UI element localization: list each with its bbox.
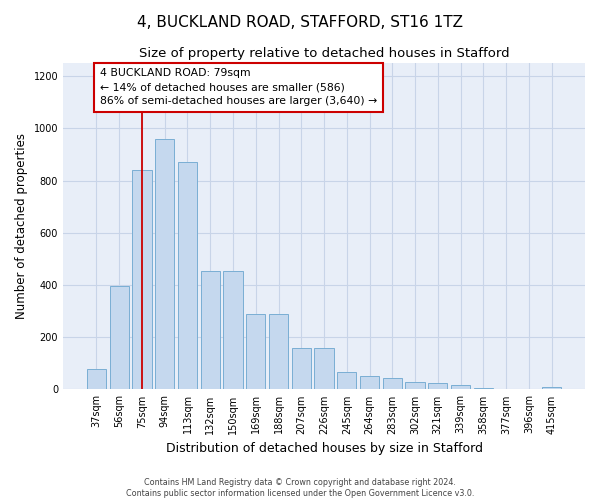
Bar xyxy=(178,162,197,390)
Bar xyxy=(292,348,311,390)
Bar xyxy=(451,384,470,390)
Bar xyxy=(337,372,356,390)
Bar xyxy=(132,170,152,390)
Bar xyxy=(110,286,129,390)
Title: Size of property relative to detached houses in Stafford: Size of property relative to detached ho… xyxy=(139,48,509,60)
Bar xyxy=(87,368,106,390)
Bar xyxy=(269,314,288,390)
Text: Contains HM Land Registry data © Crown copyright and database right 2024.
Contai: Contains HM Land Registry data © Crown c… xyxy=(126,478,474,498)
X-axis label: Distribution of detached houses by size in Stafford: Distribution of detached houses by size … xyxy=(166,442,482,455)
Bar xyxy=(155,139,175,390)
Text: 4 BUCKLAND ROAD: 79sqm
← 14% of detached houses are smaller (586)
86% of semi-de: 4 BUCKLAND ROAD: 79sqm ← 14% of detached… xyxy=(100,68,377,106)
Bar xyxy=(542,387,561,390)
Bar xyxy=(428,383,448,390)
Bar xyxy=(383,378,402,390)
Bar xyxy=(223,270,242,390)
Bar xyxy=(314,348,334,390)
Y-axis label: Number of detached properties: Number of detached properties xyxy=(15,133,28,319)
Bar xyxy=(246,314,265,390)
Bar xyxy=(200,270,220,390)
Bar xyxy=(360,376,379,390)
Bar xyxy=(406,382,425,390)
Text: 4, BUCKLAND ROAD, STAFFORD, ST16 1TZ: 4, BUCKLAND ROAD, STAFFORD, ST16 1TZ xyxy=(137,15,463,30)
Bar xyxy=(473,388,493,390)
